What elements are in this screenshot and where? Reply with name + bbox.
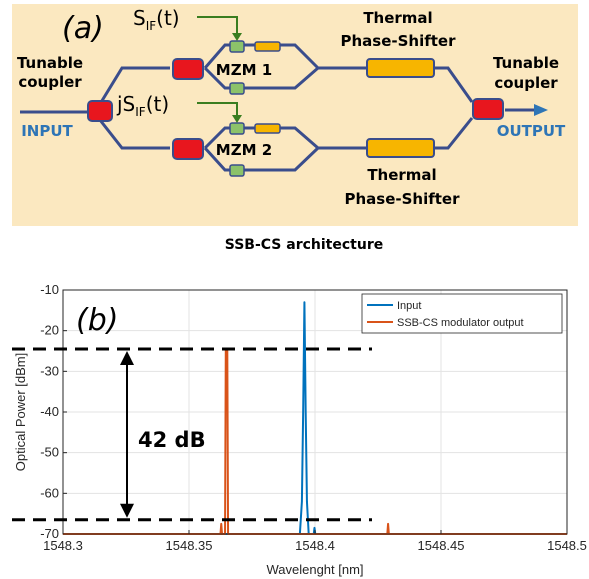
signal-label-bottom: jSIF(t) [116, 92, 169, 119]
annotation-42db: 42 dB [12, 347, 372, 522]
x-tick-label: 1548.5 [547, 538, 587, 553]
legend: Input SSB-CS modulator output [361, 293, 563, 334]
x-tick-label: 1548.45 [418, 538, 465, 553]
mzm2-bottom-branch [203, 146, 320, 172]
architecture-diagram: (a) SIF(t) jSIF(t) Tunable coupler INPUT… [12, 4, 578, 226]
y-tick-label: -10 [40, 282, 59, 297]
mzm2-heater-top [254, 123, 281, 134]
tunable-coupler-right-line1: Tunable [493, 54, 559, 72]
signal-arrow-bottom-icon [232, 115, 242, 123]
y-axis-label: Optical Power [dBm] [13, 353, 28, 472]
mzm2-coupler [172, 138, 204, 160]
legend-label-input: Input [397, 300, 421, 312]
y-tick-label: -30 [40, 363, 59, 378]
lower-arm-waveguide-right [318, 117, 474, 150]
input-tunable-coupler [87, 100, 113, 122]
y-tick-label: -60 [40, 485, 59, 500]
thermal-phase-shifter-top [366, 58, 435, 78]
signal-arrow-top-icon [232, 33, 242, 41]
phase-shifter-top-line1: Thermal [363, 9, 432, 27]
thermal-phase-shifter-bottom [366, 138, 435, 158]
arrow-head-down-icon [120, 503, 134, 518]
signal-label-top: SIF(t) [133, 6, 180, 33]
mzm1-electrode-top [229, 40, 245, 53]
tunable-coupler-left-line1: Tunable [17, 54, 83, 72]
x-axis-label: Wavelenght [nm] [266, 562, 363, 577]
y-tick-label: -70 [40, 526, 59, 541]
lower-arm-waveguide-left [98, 119, 170, 150]
input-label: INPUT [21, 122, 73, 140]
tunable-coupler-left-line2: coupler [18, 73, 82, 91]
mzm2-electrode-top [229, 122, 245, 135]
phase-shifter-bottom-line2: Phase-Shifter [344, 190, 460, 208]
mzm1-heater-top [254, 41, 281, 52]
x-tick-label: 1548.35 [166, 538, 213, 553]
mzm2-label: MZM 2 [216, 141, 272, 159]
legend-box [361, 293, 563, 334]
mzm2-electrode-bottom [229, 164, 245, 177]
series-line-input [63, 301, 567, 535]
arrow-head-up-icon [120, 350, 134, 365]
mzm1-coupler [172, 58, 204, 80]
phase-shifter-bottom-line1: Thermal [367, 166, 436, 184]
tunable-coupler-right-line2: coupler [494, 74, 558, 92]
y-tick-label: -40 [40, 404, 59, 419]
legend-label-output: SSB-CS modulator output [397, 317, 524, 329]
output-arrow-icon [534, 104, 548, 116]
architecture-caption: SSB-CS architecture [225, 237, 383, 253]
mzm1-bottom-branch [203, 66, 319, 90]
output-label: OUTPUT [497, 122, 566, 140]
mzm1-electrode-bottom [229, 82, 245, 95]
annotation-label: 42 dB [138, 428, 206, 452]
signal-line-bottom [197, 102, 238, 116]
spectrum-chart: 1548.3 1548.35 1548.4 1548.45 1548.5 -10 -20 -3… [12, 282, 587, 577]
panel-a-label: (a) [62, 11, 104, 46]
tick-layer: 1548.3 1548.35 1548.4 1548.45 1548.5 -10 -20 -3… [40, 282, 587, 553]
y-tick-label: -20 [40, 323, 59, 338]
signal-line-top [197, 16, 238, 34]
x-tick-label: 1548.4 [295, 538, 335, 553]
x-tick-label: 1548.3 [43, 538, 83, 553]
output-tunable-coupler [472, 98, 504, 120]
upper-arm-waveguide-right [318, 66, 474, 103]
y-tick-label: -50 [40, 445, 59, 460]
panel-b-label: (b) [76, 303, 118, 338]
phase-shifter-top-line2: Phase-Shifter [340, 32, 456, 50]
mzm1-label: MZM 1 [216, 61, 272, 79]
upper-arm-waveguide-left [98, 66, 170, 105]
